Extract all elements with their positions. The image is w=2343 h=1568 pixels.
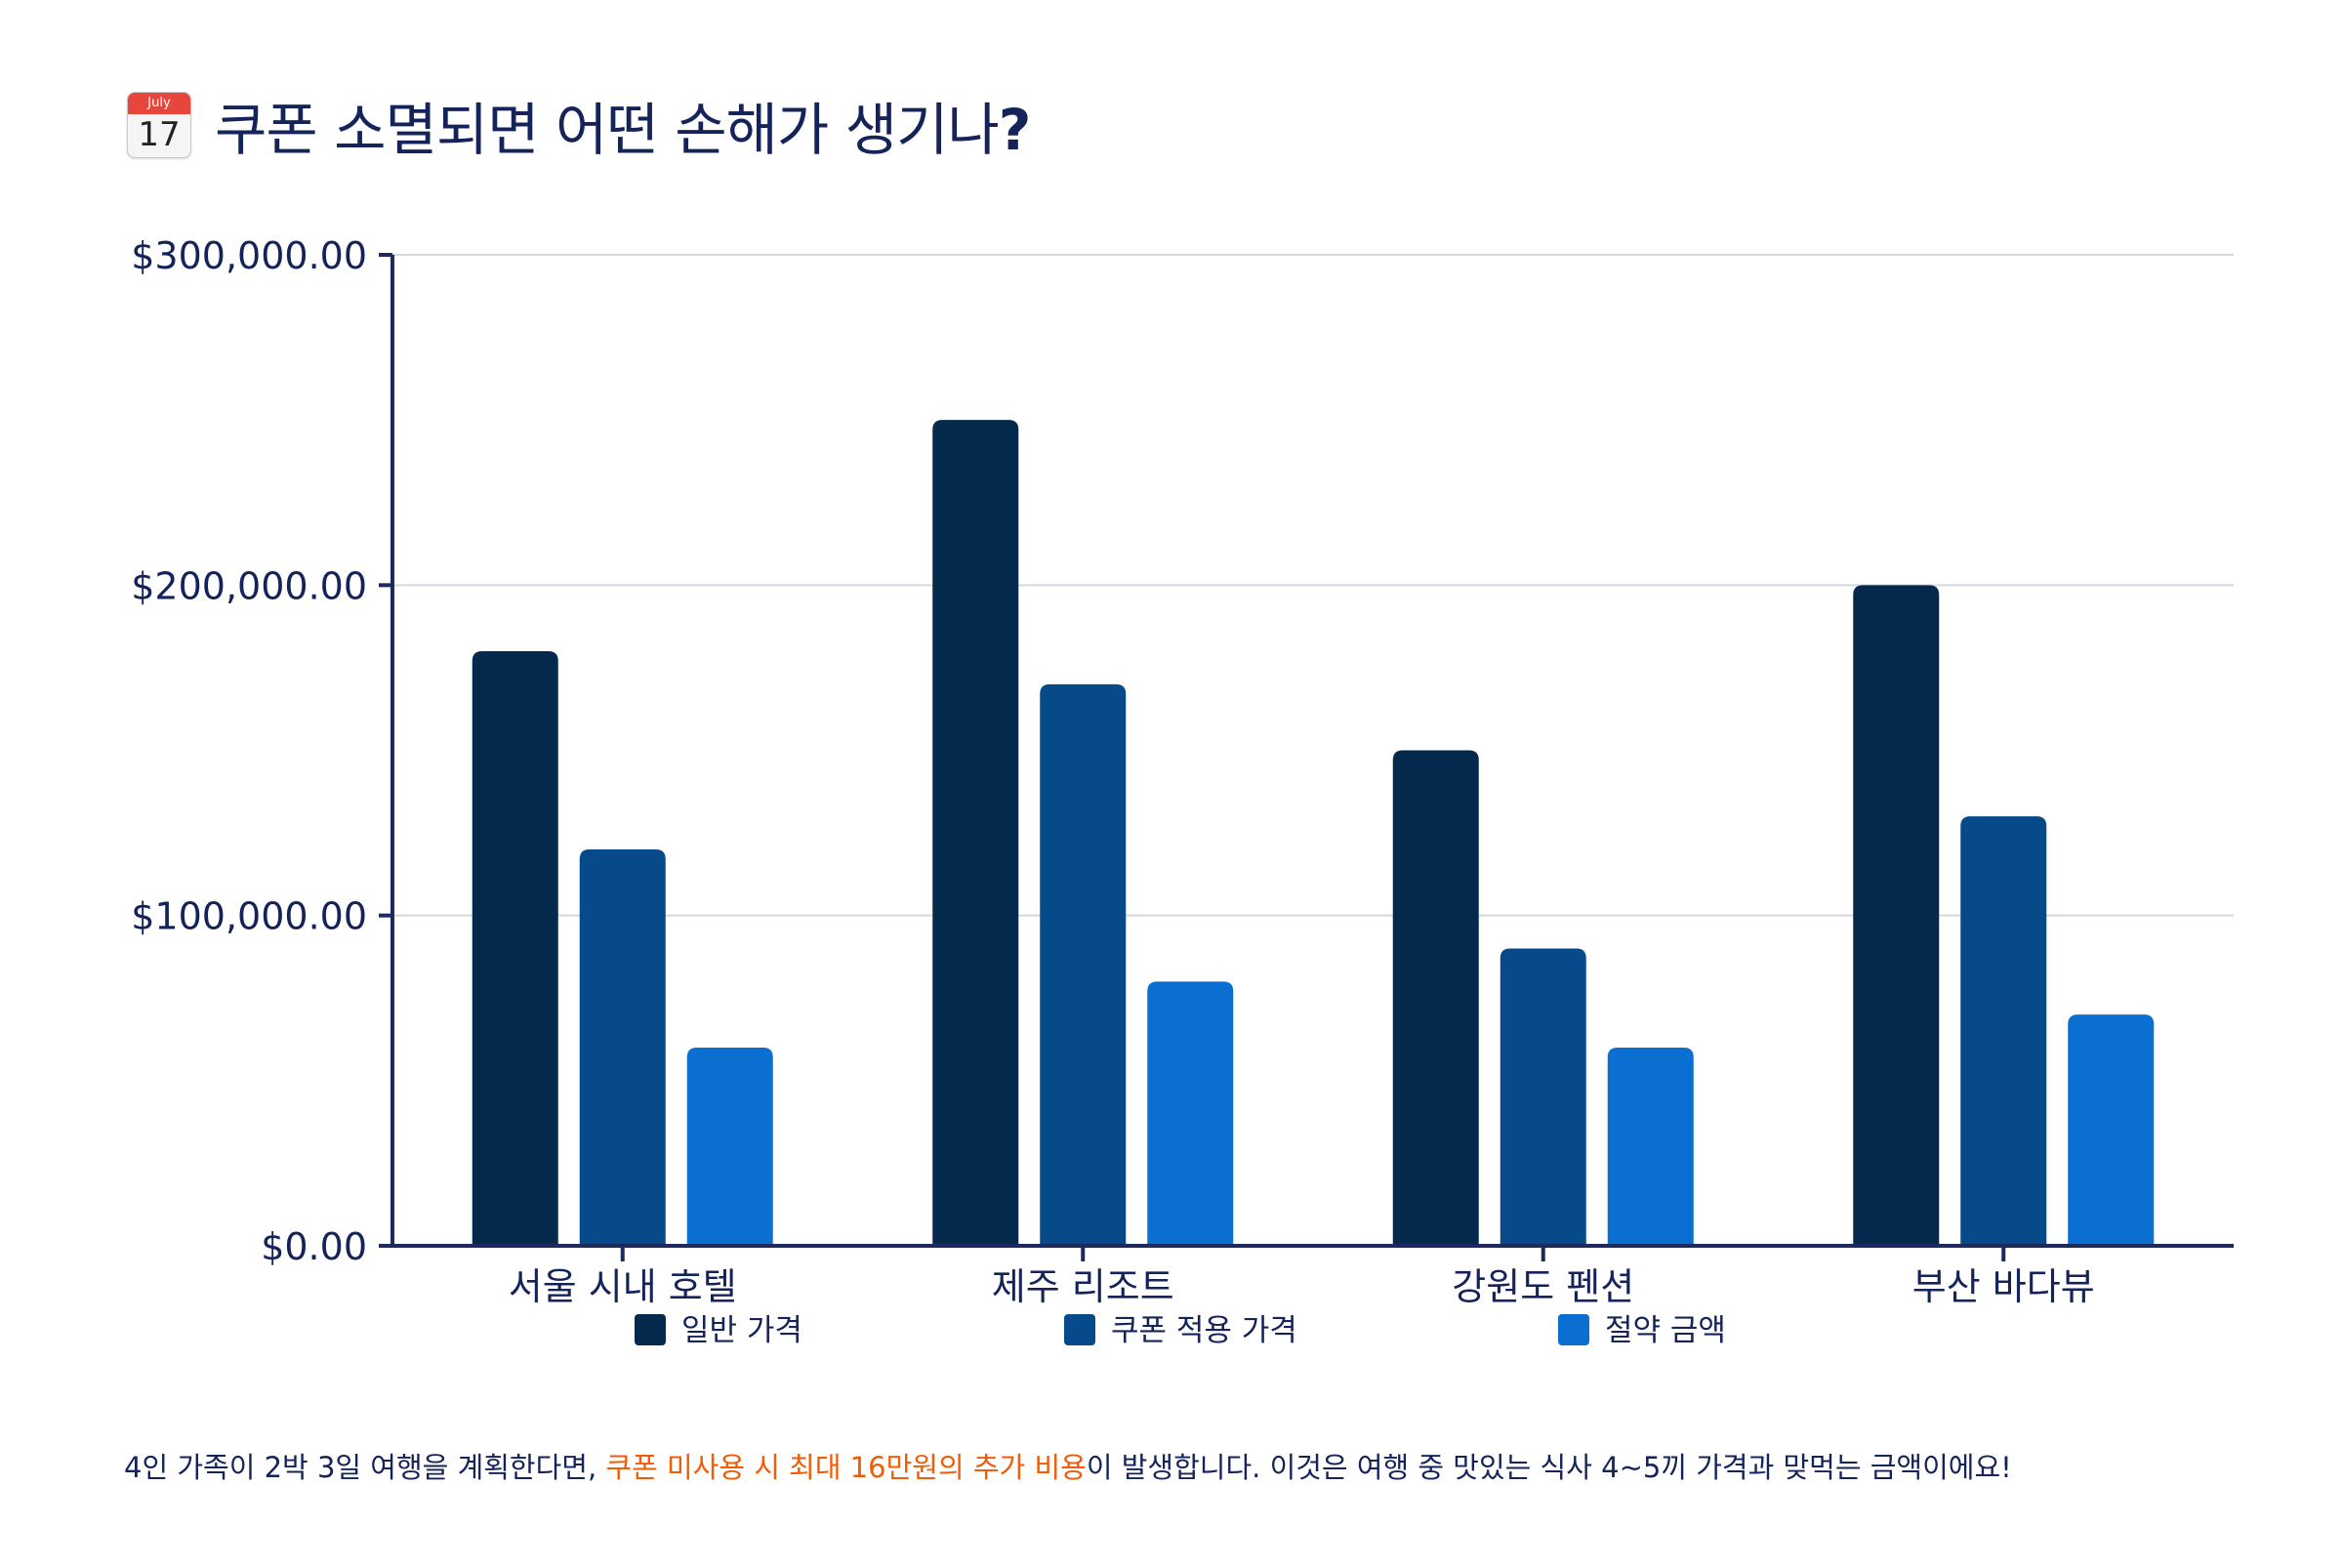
bar [579,849,666,1246]
bar [1960,816,2047,1246]
bar [686,1048,773,1246]
legend-swatch [1064,1314,1095,1345]
bar [1147,981,1234,1246]
legend-swatch [635,1314,666,1345]
title-text: 쿠폰 소멸되면 어떤 손해가 생기나? [215,84,1032,166]
chart-caption: 4인 가족이 2박 3일 여행을 계획한다면, 쿠폰 미사용 시 최대 16만원… [124,1445,2012,1486]
y-tick-label: $200,000.00 [131,564,367,607]
chart-title: July 17 쿠폰 소멸되면 어떤 손해가 생기나? [127,84,1032,166]
y-tick-label: $300,000.00 [131,234,367,277]
bar [1500,948,1586,1246]
title-main: 쿠폰 소멸되면 어떤 손해가 생기나 [215,97,1000,163]
bar [472,651,558,1246]
legend-label: 일반 가격 [681,1313,802,1348]
bar [1853,585,1940,1246]
bar [1040,683,1127,1246]
bar [1392,750,1479,1246]
y-tick-label: $0.00 [261,1225,367,1268]
title-suffix: ? [998,97,1032,163]
calendar-icon: July 17 [127,92,191,158]
legend-label: 절약 금액 [1605,1313,1726,1348]
caption-part2: 이 발생합니다. 이것은 여행 중 맛있는 식사 4~5끼 가격과 맞먹는 금액… [1086,1451,2012,1484]
bar [1607,1048,1694,1246]
x-tick-label: 강원도 펜션 [1452,1265,1634,1308]
x-tick-label: 제주 리조트 [992,1265,1174,1308]
x-tick-label: 부산 바다뷰 [1912,1265,2095,1308]
caption-highlight: 쿠폰 미사용 시 최대 16만원의 추가 비용 [605,1451,1087,1484]
y-tick-label: $100,000.00 [131,895,367,938]
legend-label: 쿠폰 적용 가격 [1111,1313,1297,1348]
calendar-month: July [128,93,190,114]
bar [2068,1014,2155,1246]
caption-part1: 4인 가족이 2박 3일 여행을 계획한다면, [124,1451,606,1484]
calendar-day: 17 [138,115,181,154]
legend-swatch [1558,1314,1589,1345]
x-tick-label: 서울 시내 호텔 [509,1265,737,1308]
bar [932,420,1019,1247]
